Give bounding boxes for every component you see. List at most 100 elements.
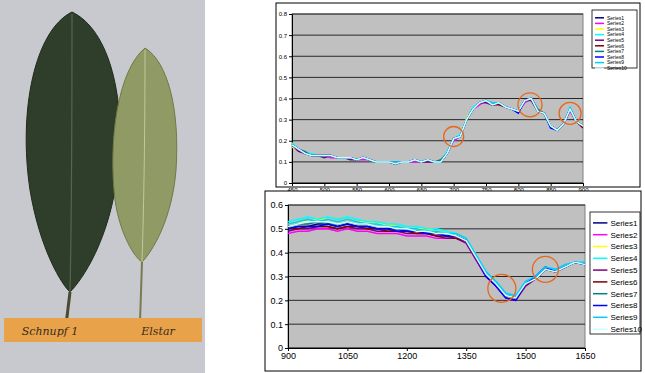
tick: 0.5 <box>270 224 288 234</box>
series-line <box>292 99 583 162</box>
legend-swatch <box>595 28 604 30</box>
highlight-circle <box>559 102 581 124</box>
tick-mark <box>289 56 292 57</box>
tick-mark <box>583 183 584 186</box>
tick-mark <box>285 205 288 206</box>
y-axis: 0 0.1 0.2 0.3 0.4 0.5 0.6 <box>270 200 288 353</box>
tick-mark <box>518 183 519 186</box>
tick: 0.1 <box>270 320 288 330</box>
photo: Schnupf 1 Elstar <box>0 0 205 373</box>
x-axis: 90010501200135015001650 <box>281 348 596 361</box>
highlight-circle <box>488 274 516 302</box>
tick: 0.2 <box>270 296 288 306</box>
leaf-vein <box>142 50 145 262</box>
series-line <box>292 99 583 164</box>
series-line <box>292 99 583 164</box>
tick: 900 <box>281 348 296 361</box>
tick: 0.7 <box>279 33 292 39</box>
grid-line <box>288 252 585 253</box>
tick-mark <box>285 229 288 230</box>
tick: 0.3 <box>270 272 288 282</box>
tick-mark <box>551 183 552 186</box>
tick: 0 <box>284 180 292 186</box>
light-leaf <box>113 48 177 262</box>
series-line <box>292 99 583 164</box>
legend-label: Series3 <box>610 242 638 251</box>
tick: 0.6 <box>270 200 288 210</box>
grid-line <box>292 140 583 141</box>
tick: 0.4 <box>270 248 288 258</box>
legend-swatch <box>593 281 607 283</box>
series-line <box>288 226 585 300</box>
tick: 1350 <box>457 348 477 361</box>
leaf-stem <box>140 262 142 322</box>
tick-label: 0.1 <box>279 159 288 165</box>
tick-label: 1350 <box>457 351 477 361</box>
legend-label: Series9 <box>610 313 638 322</box>
tick: 1500 <box>516 348 536 361</box>
tick-mark <box>285 277 288 278</box>
tick-label: 1500 <box>516 351 536 361</box>
series-line <box>292 99 583 164</box>
legend-swatch <box>593 234 607 236</box>
legend-label: Series6 <box>610 278 638 287</box>
tick-mark <box>421 183 422 186</box>
plot-marks <box>292 99 583 164</box>
photo-label: Schnupf 1 <box>22 325 79 338</box>
grid-line <box>288 300 585 301</box>
y-axis: 00.10.20.30.40.50.60.70.8 <box>279 11 293 186</box>
grid-line <box>292 35 583 36</box>
chart: 45050055060065070075080085090000.10.20.3… <box>276 3 640 193</box>
tick-mark <box>289 120 292 121</box>
legend-swatch <box>595 62 604 64</box>
tick-mark <box>285 300 288 301</box>
tick-label: 0.5 <box>270 224 283 234</box>
tick-label: 0.1 <box>270 320 283 330</box>
series-line <box>292 99 583 164</box>
legend-label: Series5 <box>610 266 638 275</box>
legend-swatch <box>593 305 607 307</box>
legend-label: Series8 <box>610 301 638 310</box>
tick-mark <box>289 183 292 184</box>
tick-label: 0.7 <box>279 33 288 39</box>
legend-swatch <box>593 246 607 248</box>
series-line <box>292 99 583 164</box>
legend-label: Series10 <box>610 325 642 334</box>
leaf-vein <box>70 14 72 292</box>
tick-mark <box>289 99 292 100</box>
tick-mark <box>285 348 288 349</box>
tick-mark <box>357 183 358 186</box>
series-line <box>288 217 585 298</box>
legend-label: Series2 <box>610 231 638 240</box>
tick: 0.8 <box>279 11 292 17</box>
tick-mark <box>289 35 292 36</box>
grid-line <box>288 205 585 206</box>
legend-swatch <box>595 39 604 41</box>
grid-line <box>292 77 583 78</box>
legend-swatch <box>593 222 607 224</box>
series-line <box>288 222 585 298</box>
tick-mark <box>389 183 390 186</box>
tick: 0.4 <box>279 96 292 102</box>
tick-mark <box>289 141 292 142</box>
chart-frame <box>265 191 641 371</box>
axis-line <box>285 206 289 349</box>
tick: 0.3 <box>279 117 292 123</box>
legend-label: Series4 <box>610 254 638 263</box>
axis-line <box>289 349 586 352</box>
tick: 0.1 <box>279 159 292 165</box>
tick-mark <box>289 77 292 78</box>
tick-label: 1050 <box>338 351 358 361</box>
tick-label: 1200 <box>397 351 417 361</box>
tick: 0.5 <box>279 75 292 81</box>
legend-box <box>592 10 637 68</box>
photo-label: Elstar <box>140 325 175 338</box>
tick-label: 0.4 <box>279 96 288 102</box>
tick-label: 0.6 <box>270 200 283 210</box>
photo-background <box>0 0 205 373</box>
tick-mark <box>285 324 288 325</box>
series-line <box>288 219 585 295</box>
tick: 0 <box>278 343 288 353</box>
legend-swatch <box>595 56 604 58</box>
legend-swatch <box>595 45 604 47</box>
